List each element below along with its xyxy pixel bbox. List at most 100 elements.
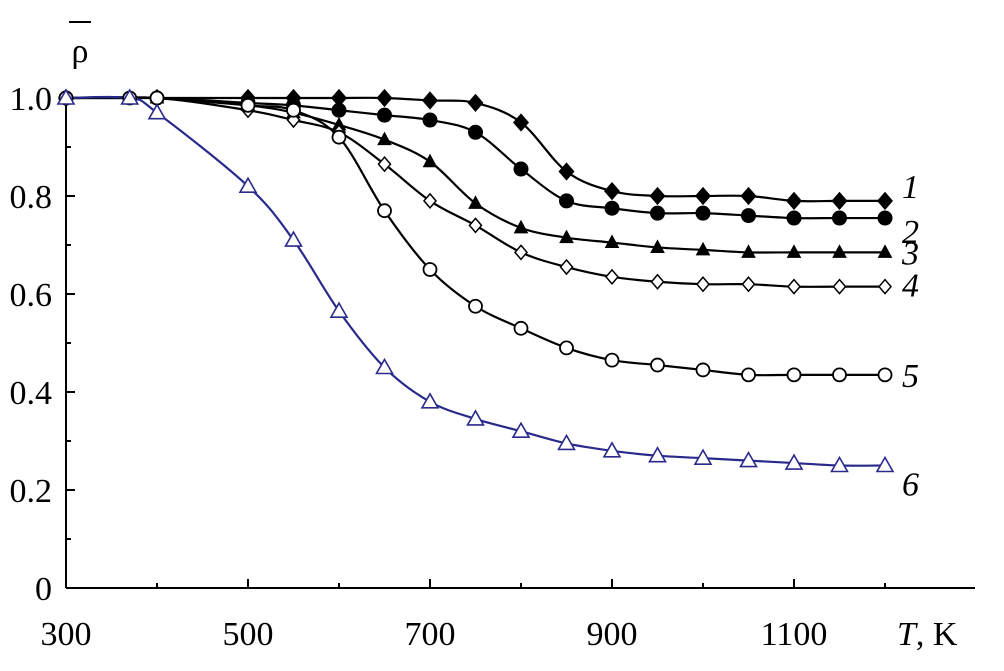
data-point-1 xyxy=(376,88,393,108)
data-point-4 xyxy=(559,258,574,276)
series-markers xyxy=(56,88,895,473)
data-point-5 xyxy=(149,90,165,106)
data-point-5 xyxy=(832,367,847,383)
data-point-6 xyxy=(602,441,622,458)
data-point-1 xyxy=(831,191,848,211)
data-point-2 xyxy=(650,205,665,221)
data-point-5 xyxy=(877,367,893,383)
data-point-5 xyxy=(695,362,711,378)
y-tick-label: 0.8 xyxy=(10,179,53,216)
data-point-1 xyxy=(467,93,484,113)
series-line-1 xyxy=(66,96,885,203)
x-tick-label: 500 xyxy=(223,616,274,653)
data-point-5 xyxy=(786,367,802,383)
data-point-3 xyxy=(422,153,438,168)
data-point-3 xyxy=(468,195,483,209)
data-point-6 xyxy=(420,392,440,409)
x-tick-label: 900 xyxy=(587,616,638,653)
data-point-6 xyxy=(784,453,804,470)
y-tick-label: 0.2 xyxy=(10,473,53,510)
data-point-2 xyxy=(331,102,347,118)
data-point-5 xyxy=(377,203,392,219)
data-point-5 xyxy=(604,352,620,368)
data-point-6 xyxy=(120,88,140,105)
series-labels: 1 234 5 6 xyxy=(901,169,919,504)
data-point-3 xyxy=(786,244,802,258)
series-line-4 xyxy=(65,95,885,288)
data-point-2 xyxy=(786,210,802,226)
data-point-4 xyxy=(650,273,665,290)
data-point-3 xyxy=(604,234,620,249)
data-point-2 xyxy=(377,107,392,123)
data-point-4 xyxy=(514,244,528,261)
y-tick-label: 0 xyxy=(35,571,52,608)
data-point-3 xyxy=(877,244,893,258)
y-tick-label: 0.4 xyxy=(10,375,53,412)
data-point-1 xyxy=(422,91,438,110)
data-point-4 xyxy=(605,268,619,286)
data-point-6 xyxy=(56,88,76,105)
data-point-4 xyxy=(423,192,437,210)
data-point-4 xyxy=(696,276,710,293)
data-point-4 xyxy=(377,155,392,173)
data-point-6 xyxy=(284,230,303,247)
data-point-2 xyxy=(604,200,620,216)
data-point-6 xyxy=(557,433,576,451)
data-point-4 xyxy=(741,276,756,293)
data-point-1 xyxy=(786,191,802,211)
series-label-1: 1 xyxy=(902,169,919,206)
data-point-5 xyxy=(513,320,529,336)
data-point-6 xyxy=(739,450,758,468)
data-point-3 xyxy=(832,244,847,258)
data-point-2 xyxy=(877,210,893,226)
x-axis-title: T, K xyxy=(897,616,958,653)
data-point-4 xyxy=(878,278,892,295)
data-point-6 xyxy=(875,455,895,473)
data-point-6 xyxy=(147,103,167,120)
data-point-5 xyxy=(741,367,756,383)
data-point-3 xyxy=(741,244,756,258)
data-point-6 xyxy=(238,176,258,193)
data-point-1 xyxy=(877,191,893,211)
data-point-5 xyxy=(559,340,574,356)
data-point-2 xyxy=(741,208,756,224)
data-point-6 xyxy=(375,357,394,375)
y-tick-label: 1.0 xyxy=(10,81,53,118)
data-point-2 xyxy=(468,124,483,140)
x-tick-label: 300 xyxy=(41,616,92,653)
data-point-6 xyxy=(329,301,349,318)
data-point-1 xyxy=(740,186,757,206)
data-point-5 xyxy=(650,357,665,373)
data-point-4 xyxy=(832,278,847,295)
series-label-6: 6 xyxy=(902,467,919,504)
data-point-6 xyxy=(693,448,713,465)
data-point-2 xyxy=(513,161,529,177)
data-point-1 xyxy=(649,186,666,206)
data-point-6 xyxy=(648,446,667,463)
data-point-4 xyxy=(787,278,801,295)
data-point-5 xyxy=(422,262,438,277)
data-point-3 xyxy=(650,239,665,253)
series-label-2: 2 xyxy=(902,214,919,251)
x-tick-label: 1100 xyxy=(761,616,828,653)
data-point-3 xyxy=(513,219,529,234)
data-point-6 xyxy=(511,421,531,439)
y-axis-title: ρ xyxy=(72,33,89,70)
data-point-2 xyxy=(832,210,847,226)
data-point-5 xyxy=(468,298,483,314)
data-point-3 xyxy=(559,229,574,244)
x-tick-label: 700 xyxy=(405,616,456,653)
series-label-3: 3 xyxy=(901,235,919,272)
data-point-5 xyxy=(240,97,256,113)
y-tick-label: 0.6 xyxy=(10,277,53,314)
data-point-1 xyxy=(604,181,620,201)
data-point-2 xyxy=(695,205,711,221)
data-point-1 xyxy=(513,113,529,132)
data-point-1 xyxy=(695,186,711,206)
data-point-3 xyxy=(695,241,711,256)
data-point-2 xyxy=(422,112,438,128)
data-point-6 xyxy=(466,409,485,426)
data-point-5 xyxy=(286,102,301,118)
